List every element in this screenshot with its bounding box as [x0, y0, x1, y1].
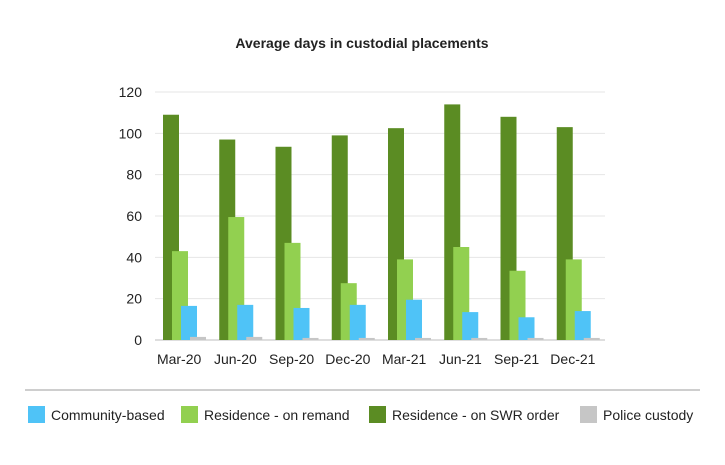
- x-tick-label: Sep-20: [269, 351, 314, 367]
- bar-community-based-dec-20: [349, 304, 366, 340]
- y-tick-label: 80: [126, 167, 142, 183]
- bar-series: [163, 104, 600, 341]
- legend-label: Police custody: [603, 407, 693, 423]
- y-tick-label: 120: [119, 84, 143, 100]
- x-tick-label: Mar-20: [157, 351, 202, 367]
- bar-community-based-dec-21: [574, 311, 591, 340]
- x-axis-ticks: Mar-20 Jun-20 Sep-20 Dec-20 Mar-21 Jun-21 Sep-…: [157, 351, 596, 367]
- legend-swatch: [28, 406, 45, 423]
- legend: Community-based Residence - on remand Resi…: [28, 406, 693, 423]
- bar-community-based-sep-20: [293, 307, 310, 340]
- bar-community-based-mar-21: [406, 299, 422, 340]
- y-tick-label: 0: [134, 332, 142, 348]
- x-tick-label: Sep-21: [494, 351, 539, 367]
- bar-police-custody-sep-20: [302, 337, 319, 340]
- bar-police-custody-sep-21: [527, 337, 544, 340]
- x-tick-label: Mar-21: [382, 351, 427, 367]
- bar-police-custody-mar-20: [190, 336, 206, 340]
- chart-title: Average days in custodial placements: [235, 35, 488, 51]
- y-axis-ticks: 0 20 40 60 80 100 120: [119, 84, 143, 348]
- bar-police-custody-jun-21: [471, 337, 488, 340]
- y-tick-label: 100: [119, 125, 143, 141]
- x-tick-label: Dec-20: [325, 351, 370, 367]
- bar-community-based-jun-20: [237, 304, 254, 340]
- legend-swatch: [580, 406, 597, 423]
- y-tick-label: 20: [126, 291, 142, 307]
- legend-label: Community-based: [51, 407, 165, 423]
- legend-swatch: [181, 406, 198, 423]
- bar-community-based-mar-20: [181, 305, 197, 340]
- x-tick-label: Jun-21: [439, 351, 482, 367]
- legend-label: Residence - on remand: [204, 407, 350, 423]
- bar-police-custody-dec-20: [358, 337, 375, 340]
- bar-police-custody-jun-20: [246, 336, 263, 340]
- bar-community-based-sep-21: [518, 317, 535, 340]
- legend-label: Residence - on SWR order: [392, 407, 560, 423]
- legend-swatch: [369, 406, 386, 423]
- y-tick-label: 60: [126, 208, 142, 224]
- bar-police-custody-mar-21: [415, 337, 431, 340]
- bar-community-based-jun-21: [462, 312, 479, 340]
- x-tick-label: Jun-20: [214, 351, 257, 367]
- x-tick-label: Dec-21: [550, 351, 595, 367]
- bar-police-custody-dec-21: [583, 337, 600, 340]
- y-tick-label: 40: [126, 249, 142, 265]
